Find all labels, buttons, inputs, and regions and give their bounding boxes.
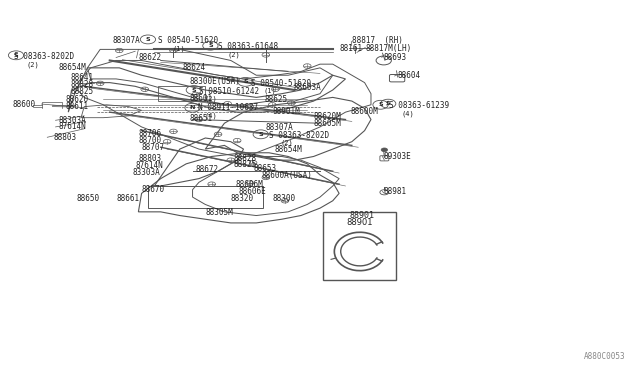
Text: 88651: 88651	[189, 114, 212, 123]
Text: 88320: 88320	[231, 195, 254, 203]
Text: 88305M: 88305M	[205, 208, 233, 217]
Text: 88622: 88622	[138, 53, 161, 62]
Text: 88817  (RH): 88817 (RH)	[352, 36, 403, 45]
Text: S: S	[243, 79, 248, 84]
Text: 88600: 88600	[13, 100, 36, 109]
Text: 88670: 88670	[141, 185, 164, 194]
Text: 88601: 88601	[189, 94, 212, 103]
Text: 88641: 88641	[70, 73, 93, 82]
Text: 88901: 88901	[350, 211, 375, 220]
Text: 88653: 88653	[253, 164, 276, 173]
Text: S 08363-8202D: S 08363-8202D	[14, 52, 74, 61]
Text: N: N	[190, 105, 195, 110]
Text: 88981: 88981	[384, 187, 407, 196]
Text: (2): (2)	[228, 51, 241, 58]
Text: 88828: 88828	[234, 154, 257, 163]
Text: 88620M: 88620M	[314, 112, 341, 121]
Text: 88706: 88706	[138, 129, 161, 138]
Text: (2): (2)	[280, 140, 293, 146]
Text: A880C0053: A880C0053	[584, 352, 626, 361]
Text: 88803: 88803	[54, 133, 77, 142]
Text: 88654M: 88654M	[274, 145, 302, 154]
Text: S: S	[378, 102, 383, 107]
Text: 88901M: 88901M	[272, 107, 300, 116]
Text: (1): (1)	[172, 45, 185, 52]
Text: S: S	[208, 43, 212, 48]
Text: 88300: 88300	[272, 195, 295, 203]
Text: 88604: 88604	[397, 71, 421, 80]
Text: 88825: 88825	[234, 160, 257, 170]
Text: 88693: 88693	[384, 53, 407, 62]
Text: 88303A: 88303A	[59, 116, 86, 125]
Text: S 08363-8202D: S 08363-8202D	[269, 131, 329, 140]
Text: 88901: 88901	[347, 218, 373, 227]
Text: 87614N: 87614N	[135, 161, 163, 170]
Text: (1): (1)	[264, 87, 276, 94]
Text: 88650: 88650	[77, 194, 100, 203]
Text: 88300E(USA): 88300E(USA)	[189, 77, 240, 86]
Text: 88624: 88624	[183, 63, 206, 72]
Text: S: S	[259, 132, 263, 137]
Text: 87614N: 87614N	[59, 122, 86, 131]
Text: S 08540-51620: S 08540-51620	[251, 79, 311, 88]
Text: 88817M(LH): 88817M(LH)	[366, 44, 412, 53]
Text: S 08363-61648: S 08363-61648	[218, 42, 278, 51]
Text: S: S	[191, 87, 196, 93]
Text: 88605M: 88605M	[314, 119, 341, 128]
Text: 88161: 88161	[339, 44, 362, 53]
Text: 88603A: 88603A	[293, 83, 321, 92]
Text: 88600A(USA): 88600A(USA)	[261, 171, 312, 180]
Text: 88700: 88700	[138, 136, 161, 145]
Text: S: S	[13, 53, 19, 58]
Text: S: S	[146, 37, 150, 42]
Text: 88611: 88611	[65, 102, 88, 111]
Text: 88620: 88620	[65, 95, 88, 104]
Text: 88661: 88661	[116, 194, 140, 203]
Text: 88606M: 88606M	[236, 180, 264, 189]
Text: N 08911-10637: N 08911-10637	[198, 103, 258, 112]
Text: 89303E: 89303E	[384, 152, 412, 161]
Circle shape	[381, 148, 388, 152]
Text: 88625: 88625	[264, 95, 288, 104]
Text: (2): (2)	[27, 62, 40, 68]
Text: S: S	[386, 101, 390, 106]
Text: 88606E: 88606E	[239, 187, 266, 196]
Text: 88672: 88672	[196, 165, 219, 174]
Text: 88825: 88825	[70, 87, 93, 96]
Text: S 08510-61242: S 08510-61242	[199, 87, 259, 96]
Text: 88707: 88707	[141, 143, 164, 152]
Text: S 08363-61239: S 08363-61239	[389, 101, 449, 110]
Text: 88307A: 88307A	[113, 36, 141, 45]
Text: 88600M: 88600M	[351, 106, 378, 116]
Text: 83303A: 83303A	[132, 168, 160, 177]
Text: 88654M: 88654M	[59, 63, 86, 72]
Text: S 08540-51620: S 08540-51620	[157, 36, 218, 45]
Text: 88803: 88803	[138, 154, 161, 163]
Text: 88828: 88828	[70, 80, 93, 89]
Text: (4): (4)	[401, 110, 414, 116]
Text: (4): (4)	[204, 113, 217, 119]
Text: 88307A: 88307A	[266, 123, 294, 132]
Text: (2): (2)	[204, 96, 217, 102]
